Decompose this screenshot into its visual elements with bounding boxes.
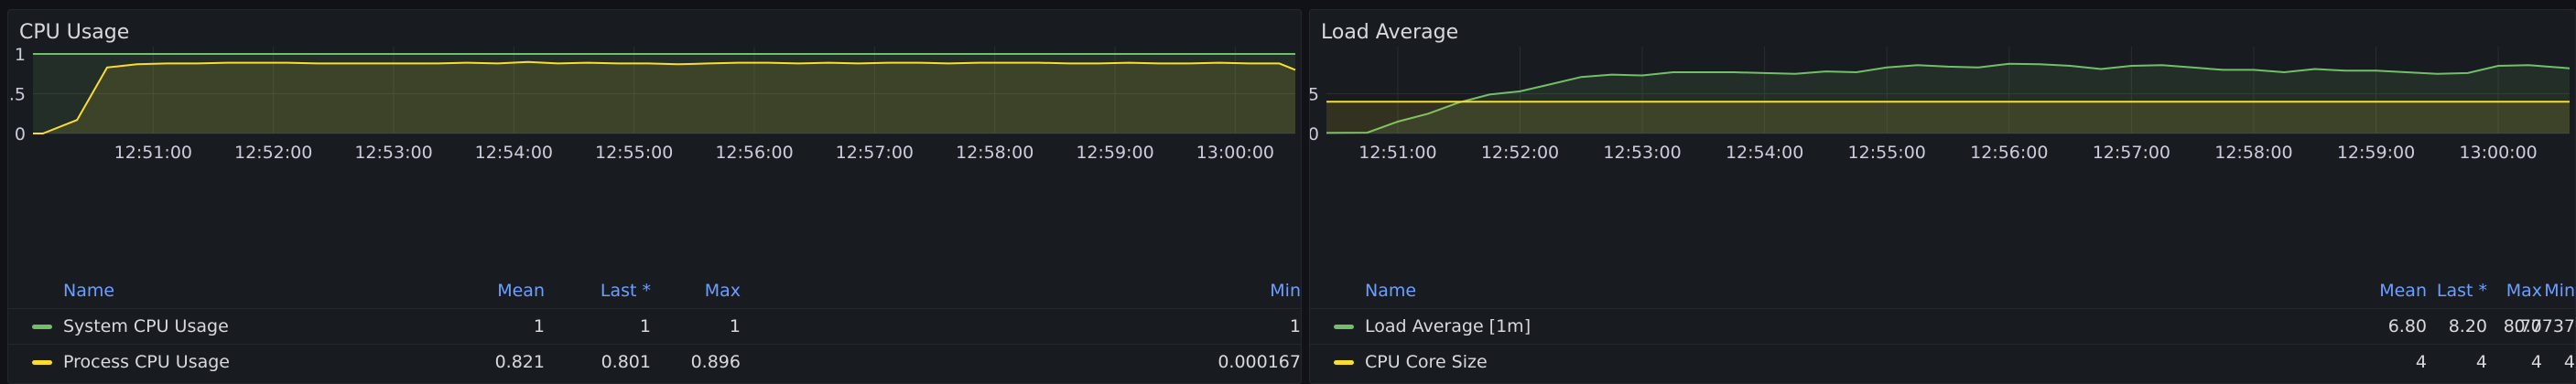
legend-min: 1	[1289, 316, 1301, 336]
legend-header-max[interactable]: Max	[704, 281, 741, 301]
legend-max: 8.77	[2503, 316, 2542, 336]
x-tick-label: 12:59:00	[2337, 143, 2415, 163]
cpu-usage-chart[interactable]: 12:51:00 12:52:00 12:53:00 12:54:00 12:55:00…	[8, 10, 1303, 275]
legend-header-min[interactable]: Min	[2544, 281, 2575, 301]
series-swatch	[32, 360, 52, 365]
y-tick-label: 0	[1310, 124, 1319, 144]
x-tick-label: 12:58:00	[956, 143, 1034, 163]
legend-mean: 4	[2415, 352, 2427, 372]
legend-header-name[interactable]: Name	[63, 281, 115, 301]
x-tick-label: 12:51:00	[114, 143, 192, 163]
x-tick-label: 12:52:00	[234, 143, 312, 163]
series-swatch	[1334, 325, 1354, 329]
series-line-1[interactable]	[33, 60, 1296, 134]
x-tick-label: 12:51:00	[1358, 143, 1436, 163]
legend-mean: 0.821	[494, 352, 545, 372]
x-tick-label: 12:53:00	[354, 143, 432, 163]
legend-header: Name Mean Last * Max Min	[8, 273, 1301, 308]
legend-header-min[interactable]: Min	[1270, 281, 1301, 301]
y-tick-label: 5	[1310, 85, 1319, 105]
legend-mean: 1	[533, 316, 545, 336]
y-tick-label: 0	[15, 124, 26, 144]
legend-series-name: Load Average [1m]	[1365, 316, 1532, 336]
legend-row-process-cpu[interactable]: Process CPU Usage 0.821 0.801 0.896 0.00…	[8, 344, 1301, 379]
x-tick-label: 12:54:00	[1726, 143, 1803, 163]
series-line-0[interactable]	[1326, 62, 2571, 134]
legend-series-name: CPU Core Size	[1365, 352, 1488, 372]
x-tick-label: 12:53:00	[1603, 143, 1681, 163]
legend-header-last[interactable]: Last *	[600, 281, 651, 301]
series-area-1	[33, 61, 1295, 133]
legend-min: 4	[2563, 352, 2575, 372]
x-tick-label: 12:57:00	[2093, 143, 2170, 163]
legend-min: 0.000167	[1218, 352, 1301, 372]
legend-header-mean[interactable]: Mean	[497, 281, 545, 301]
x-tick-label: 12:55:00	[595, 143, 673, 163]
legend-header-max[interactable]: Max	[2506, 281, 2542, 301]
x-tick-label: 12:55:00	[1848, 143, 1926, 163]
x-tick-label: 12:57:00	[836, 143, 914, 163]
legend-max: 0.896	[690, 352, 741, 372]
x-tick-label: 12:52:00	[1481, 143, 1559, 163]
x-tick-label: 12:56:00	[1970, 143, 2048, 163]
legend-row-load-average[interactable]: Load Average [1m] 6.80 8.20 8.77 0.0737	[1310, 308, 2575, 344]
x-tick-label: 12:58:00	[2214, 143, 2292, 163]
series-swatch	[1334, 360, 1354, 365]
legend-last: 1	[639, 316, 651, 336]
legend-row-system-cpu[interactable]: System CPU Usage 1 1 1 1	[8, 308, 1301, 344]
cpu-usage-panel[interactable]: CPU Usage 12:51:00 12:52:00 12:53:00 12:54:…	[7, 9, 1302, 384]
y-tick-label: 0.5	[8, 85, 26, 105]
legend-header-name[interactable]: Name	[1365, 281, 1417, 301]
legend-row-cpu-core-size[interactable]: CPU Core Size 4 4 4 4	[1310, 344, 2575, 379]
y-tick-label: 1	[15, 45, 26, 65]
series-swatch	[32, 325, 52, 329]
chart-grid	[1326, 47, 2570, 134]
legend-max: 4	[2530, 352, 2542, 372]
x-tick-label: 13:00:00	[1196, 143, 1274, 163]
panel-title: CPU Usage	[19, 21, 130, 44]
load-average-panel[interactable]: Load Average 12:51:00 12:52:00 12:53:00 12:…	[1309, 9, 2576, 384]
legend-min: 0.0737	[2514, 316, 2575, 336]
legend-last: 4	[2475, 352, 2487, 372]
x-tick-label: 13:00:00	[2459, 143, 2537, 163]
legend-series-name: Process CPU Usage	[63, 352, 230, 372]
series-area-0	[33, 54, 1295, 133]
x-tick-label: 12:56:00	[715, 143, 793, 163]
series-area-0	[1326, 63, 2570, 133]
legend-series-name: System CPU Usage	[63, 316, 229, 336]
legend-mean: 6.80	[2387, 316, 2427, 336]
load-average-chart[interactable]: 12:51:00 12:52:00 12:53:00 12:54:00 12:55:00…	[1310, 10, 2576, 275]
legend-table: Name Mean Last * Max Min System CPU Usag…	[8, 273, 1301, 379]
legend-header: Name Mean Last * Max Min	[1310, 273, 2575, 308]
legend-last: 0.801	[601, 352, 651, 372]
series-area-1	[1326, 101, 2570, 133]
legend-header-last[interactable]: Last *	[2436, 281, 2487, 301]
legend-max: 1	[729, 316, 741, 336]
x-tick-label: 12:59:00	[1076, 143, 1153, 163]
legend-header-mean[interactable]: Mean	[2379, 281, 2427, 301]
panel-title: Load Average	[1321, 21, 1459, 44]
x-tick-label: 12:54:00	[475, 143, 553, 163]
legend-last: 8.20	[2448, 316, 2487, 336]
legend-table: Name Mean Last * Max Min Load Average [1…	[1310, 273, 2575, 379]
